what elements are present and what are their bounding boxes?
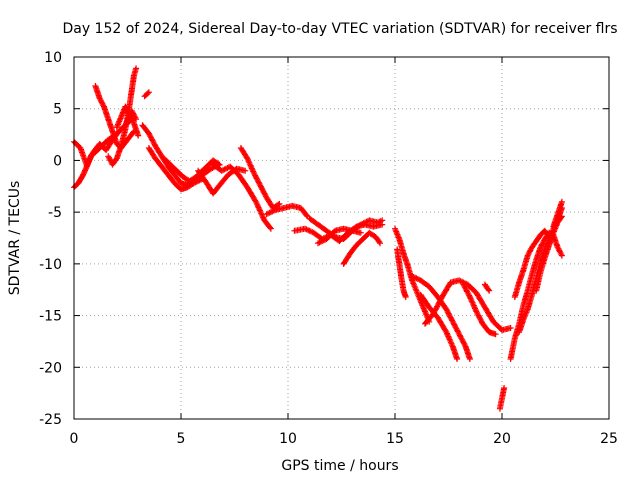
series-markers — [340, 229, 383, 267]
x-tick-label: 25 — [600, 431, 618, 447]
series-d6 — [460, 281, 499, 338]
y-tick-label: 5 — [53, 102, 62, 118]
series-d4 — [417, 291, 461, 362]
series-markers — [496, 385, 508, 412]
series-markers — [417, 291, 461, 362]
y-axis-label: SDTVAR / TECUs — [7, 181, 23, 296]
data-points — [71, 65, 565, 412]
series-c4 — [315, 225, 364, 247]
x-tick-label: 0 — [70, 431, 79, 447]
series-d1 — [392, 225, 433, 325]
series-markers — [195, 165, 249, 197]
series-markers — [409, 273, 473, 362]
x-tick-label: 5 — [177, 431, 186, 447]
series-markers — [422, 277, 514, 334]
y-tick-label: -20 — [39, 360, 62, 376]
x-tick-label: 10 — [279, 431, 297, 447]
series-markers — [550, 198, 565, 230]
y-axis-ticks: -25 -20 -15 -10 -5 0 5 10 — [39, 50, 609, 428]
x-tick-label: 20 — [493, 431, 511, 447]
series-markers — [481, 281, 493, 294]
series-a6 — [141, 89, 152, 100]
x-axis-ticks: 0 5 10 15 20 25 — [70, 57, 618, 447]
y-tick-label: -10 — [39, 257, 62, 273]
series-b6 — [237, 145, 283, 211]
series-markers — [237, 145, 283, 211]
x-tick-label: 15 — [386, 431, 404, 447]
x-axis-label: GPS time / hours — [281, 458, 398, 474]
series-markers — [392, 225, 433, 325]
y-tick-label: -5 — [48, 205, 62, 221]
series-e6 — [550, 198, 565, 230]
series-markers — [145, 145, 206, 193]
series-markers — [306, 215, 386, 242]
series-b2 — [145, 145, 206, 193]
series-markers — [210, 161, 274, 232]
series-e1 — [496, 385, 508, 412]
series-b5 — [210, 161, 274, 232]
series-markers — [113, 103, 142, 139]
series-markers — [394, 246, 409, 300]
series-markers — [141, 89, 152, 100]
series-b7 — [263, 202, 311, 220]
series-d3 — [409, 273, 473, 362]
series-c2 — [306, 215, 386, 242]
plot-frame — [73, 56, 610, 420]
y-tick-label: 10 — [44, 50, 62, 66]
chart-title: Day 152 of 2024, Sidereal Day-to-day VTE… — [62, 21, 617, 37]
y-tick-label: 0 — [53, 153, 62, 169]
y-tick-label: -15 — [39, 309, 62, 325]
series-markers — [315, 225, 364, 247]
series-a5 — [113, 103, 142, 139]
series-b4 — [195, 165, 249, 197]
series-d7 — [481, 281, 493, 294]
series-d5 — [422, 277, 514, 334]
y-tick-label: -25 — [39, 412, 62, 428]
series-c3 — [340, 229, 383, 267]
series-markers — [460, 281, 499, 338]
series-markers — [263, 202, 311, 220]
grid-lines — [74, 57, 609, 419]
series-d2 — [394, 246, 409, 300]
